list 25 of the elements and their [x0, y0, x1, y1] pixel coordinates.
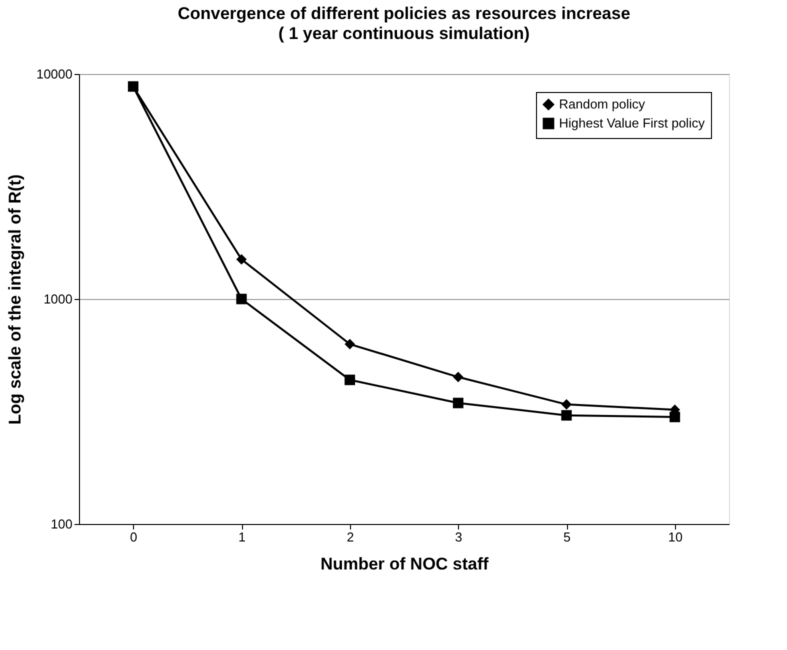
point	[236, 254, 247, 265]
point	[561, 410, 572, 421]
point	[452, 398, 464, 408]
x-tick-label: 0	[130, 530, 138, 544]
x-tick-label: 2	[346, 530, 354, 544]
point	[561, 399, 572, 410]
y-tick-label: 10000	[36, 66, 72, 82]
x-tick-label: 1	[238, 530, 246, 544]
x-tick-label: 10	[668, 530, 683, 544]
y-tick-label: 1000	[44, 292, 72, 306]
point	[236, 294, 247, 304]
point	[344, 374, 356, 386]
x-tick-label: 5	[563, 530, 571, 544]
y-tick-label: 100	[50, 516, 72, 532]
legend-label: Random policy	[559, 96, 646, 112]
y-axis-title: Log scale of the integral of R(t)	[5, 174, 24, 425]
chart-title: Convergence of different policies as resources increase	[178, 4, 630, 23]
point	[452, 372, 464, 382]
point	[670, 412, 680, 422]
chart-subtitle: ( 1 year continuous simulation)	[278, 24, 530, 43]
point	[344, 338, 356, 350]
x-axis-title: Number of NOC staff	[320, 554, 489, 574]
point	[128, 81, 138, 92]
legend-label: Highest Value First policy	[559, 116, 706, 130]
x-tick-label: 3	[455, 530, 462, 544]
